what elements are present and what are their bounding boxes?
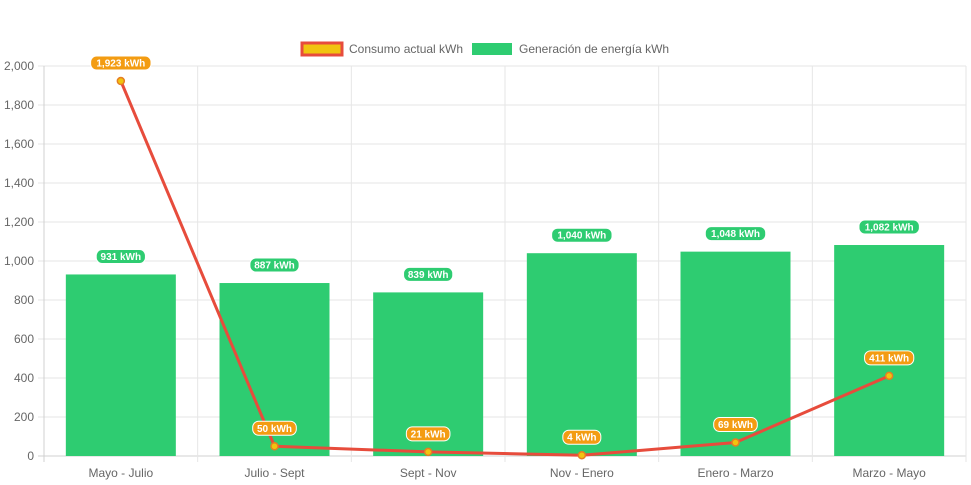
y-tick-label: 1,000	[4, 254, 34, 268]
data-label-consumo: 1,923 kWh	[96, 59, 145, 70]
point-consumo[interactable]	[577, 450, 587, 460]
x-tick-label: Enero - Marzo	[697, 466, 773, 480]
data-label-generacion-bg	[249, 257, 300, 273]
point-consumo[interactable]	[270, 442, 279, 451]
point-consumo[interactable]	[423, 447, 433, 457]
legend-swatch-consumo	[300, 41, 344, 57]
point-consumo[interactable]	[116, 76, 126, 86]
legend[interactable]: Consumo actual kWh Generación de energía…	[300, 41, 669, 57]
y-tick-label: 1,600	[4, 137, 34, 151]
line-series	[116, 76, 894, 460]
data-label-generacion-bg	[704, 226, 767, 242]
legend-swatch-generacion	[472, 43, 512, 55]
x-tick-label: Julio - Sept	[244, 466, 305, 480]
data-label-generacion: 1,040 kWh	[557, 231, 606, 242]
line-consumo	[119, 80, 890, 457]
data-label-generacion-bg	[551, 227, 613, 243]
data-label-consumo: 50 kWh	[257, 424, 292, 435]
data-label-consumo-bg	[713, 417, 758, 433]
y-tick-label: 800	[14, 293, 34, 307]
data-label-consumo: 21 kWh	[411, 429, 446, 440]
legend-item-consumo[interactable]: Consumo actual kWh	[300, 41, 463, 57]
data-label-consumo-bg	[90, 55, 152, 71]
y-tick-label: 2,000	[4, 59, 34, 73]
data-label-generacion: 1,048 kWh	[711, 229, 760, 240]
x-tick-label: Nov - Enero	[550, 466, 614, 480]
data-label-generacion-bg	[95, 248, 146, 264]
x-tick-label: Mayo - Julio	[88, 466, 153, 480]
y-tick-label: 0	[27, 449, 34, 463]
y-tick-label: 200	[14, 410, 34, 424]
point-consumo[interactable]	[884, 371, 894, 381]
legend-label-generacion: Generación de energía kWh	[519, 42, 669, 56]
y-tick-label: 1,200	[4, 215, 34, 229]
legend-label-consumo: Consumo actual kWh	[349, 42, 463, 56]
data-label-consumo-bg	[405, 426, 451, 442]
data-label-consumo: 69 kWh	[718, 420, 753, 431]
axes: 0 200 400 600 800 1,000 1,200 1,400 1,600 1,800 2,…	[4, 59, 926, 480]
bar-generacion[interactable]	[526, 253, 637, 456]
data-label-generacion-bg	[858, 219, 920, 235]
y-tick-label: 600	[14, 332, 34, 346]
data-label-generacion: 839 kWh	[408, 270, 449, 281]
data-label-generacion: 1,082 kWh	[865, 223, 914, 234]
point-consumo[interactable]	[731, 438, 740, 447]
data-label-consumo: 411 kWh	[869, 353, 909, 364]
y-tick-label: 1,400	[4, 176, 34, 190]
x-tick-label: Sept - Nov	[400, 466, 457, 480]
data-label-generacion: 887 kWh	[254, 261, 295, 272]
bar-generacion[interactable]	[65, 274, 176, 456]
data-label-consumo-bg	[562, 429, 602, 445]
data-labels: 931 kWh 887 kWh 839 kWh 1,040 kWh 1,048 kWh 1…	[90, 55, 920, 445]
data-label-consumo: 4 kWh	[567, 433, 596, 444]
y-tick-label: 400	[14, 371, 34, 385]
data-label-consumo-bg	[252, 420, 297, 436]
x-tick-label: Marzo - Mayo	[852, 466, 926, 480]
legend-item-generacion[interactable]: Generación de energía kWh	[472, 42, 669, 56]
y-tick-label: 1,800	[4, 98, 34, 112]
data-label-generacion: 931 kWh	[101, 252, 142, 263]
data-label-consumo-bg	[864, 350, 915, 366]
data-label-generacion-bg	[403, 266, 454, 282]
